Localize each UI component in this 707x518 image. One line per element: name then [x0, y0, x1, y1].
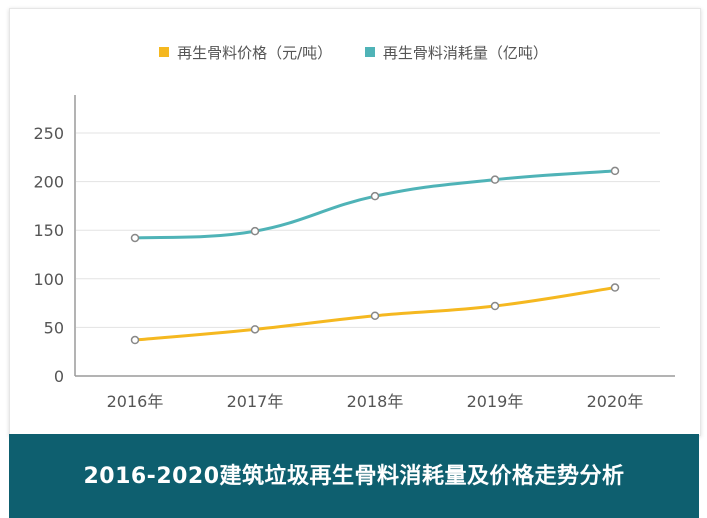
- data-point: [250, 325, 260, 334]
- legend-label-price: 再生骨料价格（元/吨）: [177, 44, 333, 62]
- banner-title: 2016-2020建筑垃圾再生骨料消耗量及价格走势分析: [83, 464, 625, 489]
- x-tick-label: 2019年: [467, 392, 524, 411]
- data-point: [490, 301, 500, 311]
- legend-item-price: 再生骨料价格（元/吨）: [159, 42, 332, 63]
- legend-swatch-consumption: [364, 47, 375, 57]
- line-chart: 0 50 100 150 200 250 2016年 2017年 2018年 2019年 2020年: [33, 95, 675, 411]
- x-tick-label: 2016年: [107, 392, 164, 411]
- data-point: [610, 283, 620, 292]
- legend-label-consumption: 再生骨料消耗量（亿吨）: [382, 44, 548, 62]
- chart-legend: 再生骨料价格（元/吨） 再生骨料消耗量（亿吨）: [0, 42, 707, 63]
- data-point: [370, 191, 380, 201]
- x-tick-label: 2018年: [347, 392, 404, 411]
- data-point: [130, 335, 140, 345]
- y-tick-label: 250: [33, 124, 64, 143]
- chart-card: [9, 8, 701, 436]
- y-tick-label: 0: [54, 367, 64, 386]
- series-line-1: [134, 169, 616, 240]
- x-tick-label: 2020年: [587, 392, 644, 411]
- y-tick-label: 50: [44, 318, 64, 337]
- y-tick-label: 200: [33, 173, 64, 192]
- title-banner: 2016-2020建筑垃圾再生骨料消耗量及价格走势分析: [9, 434, 699, 518]
- x-tick-label: 2017年: [227, 392, 284, 411]
- data-point: [490, 175, 500, 184]
- legend-swatch-price: [159, 47, 170, 57]
- data-point: [370, 311, 380, 320]
- data-point: [250, 226, 260, 236]
- data-point: [610, 166, 620, 176]
- legend-item-consumption: 再生骨料消耗量（亿吨）: [364, 42, 548, 63]
- y-tick-label: 150: [33, 221, 64, 240]
- y-tick-label: 100: [33, 270, 64, 289]
- data-point: [130, 233, 140, 243]
